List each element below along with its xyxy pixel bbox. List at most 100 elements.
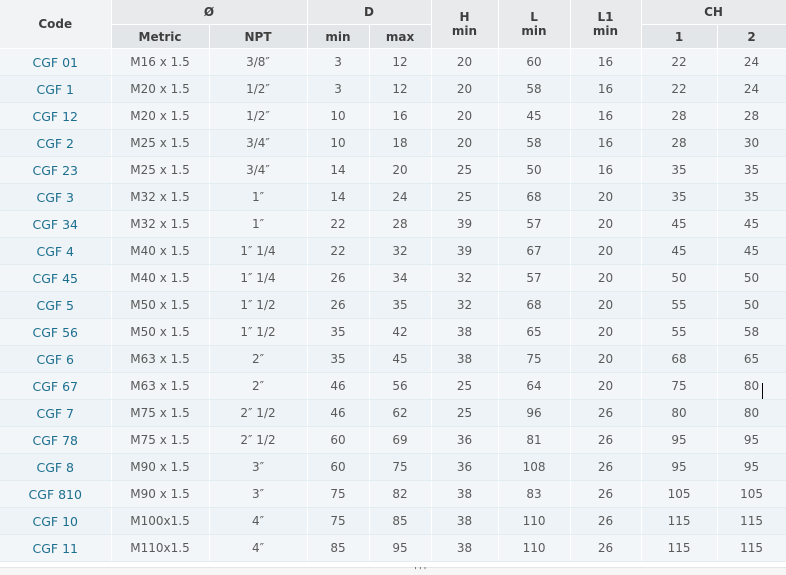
cell-d-max: 75 — [369, 453, 432, 481]
cell-l-min: 45 — [498, 102, 571, 130]
table-row: CGF 5 M50 x 1.5 1″ 1/2 26 35 32 68 20 55 50 — [0, 291, 786, 319]
cell-l1-min: 20 — [570, 291, 642, 319]
cell-ch-1: 55 — [641, 291, 718, 319]
cell-ch-1: 115 — [641, 534, 718, 562]
table-row: CGF 34 M32 x 1.5 1″ 22 28 39 57 20 45 45 — [0, 210, 786, 238]
cell-d-min: 10 — [307, 129, 370, 157]
cell-d-min: 75 — [307, 507, 370, 535]
table-row: CGF 3 M32 x 1.5 1″ 14 24 25 68 20 35 35 — [0, 183, 786, 211]
cell-d-min: 46 — [307, 372, 370, 400]
cell-l-min: 58 — [498, 75, 571, 103]
cell-l1-min: 20 — [570, 237, 642, 265]
cell-metric: M25 x 1.5 — [111, 129, 210, 157]
table-row: CGF 12 M20 x 1.5 1/2″ 10 16 20 45 16 28 28 — [0, 102, 786, 130]
col-diameter-header: Ø — [111, 0, 308, 25]
cell-l1-min: 20 — [570, 210, 642, 238]
col-ch1-header: 1 — [641, 24, 718, 49]
table-row: CGF 56 M50 x 1.5 1″ 1/2 35 42 38 65 20 55 58 — [0, 318, 786, 346]
cell-h-min: 39 — [431, 237, 499, 265]
cell-h-min: 25 — [431, 399, 499, 427]
cell-ch-1: 22 — [641, 75, 718, 103]
cell-metric: M63 x 1.5 — [111, 372, 210, 400]
cell-code: CGF 4 — [0, 237, 112, 265]
cell-l1-min: 16 — [570, 75, 642, 103]
cell-l-min: 64 — [498, 372, 571, 400]
cell-l-min: 96 — [498, 399, 571, 427]
cell-ch-2: 115 — [717, 534, 786, 562]
cell-h-min: 25 — [431, 156, 499, 184]
col-l-header: L min — [498, 0, 571, 49]
cell-npt: 2″ — [209, 345, 308, 373]
cell-metric: M25 x 1.5 — [111, 156, 210, 184]
table-row: CGF 10 M100x1.5 4″ 75 85 38 110 26 115 115 — [0, 507, 786, 535]
cell-h-min: 39 — [431, 210, 499, 238]
cell-ch-1: 28 — [641, 129, 718, 157]
cell-h-min: 32 — [431, 264, 499, 292]
cell-l1-min: 16 — [570, 48, 642, 76]
cell-metric: M20 x 1.5 — [111, 102, 210, 130]
cell-npt: 2″ 1/2 — [209, 399, 308, 427]
cell-ch-2: 28 — [717, 102, 786, 130]
cell-d-max: 95 — [369, 534, 432, 562]
cell-d-min: 85 — [307, 534, 370, 562]
cell-ch-1: 55 — [641, 318, 718, 346]
cell-code: CGF 01 — [0, 48, 112, 76]
cell-code: CGF 12 — [0, 102, 112, 130]
cell-d-min: 26 — [307, 291, 370, 319]
cell-ch-1: 75 — [641, 372, 718, 400]
cell-ch-2: 58 — [717, 318, 786, 346]
cell-npt: 1″ — [209, 210, 308, 238]
cell-code: CGF 1 — [0, 75, 112, 103]
cell-d-max: 82 — [369, 480, 432, 508]
table-body: CGF 01 M16 x 1.5 3/8″ 3 12 20 60 16 22 24 CGF 1 M20… — [0, 48, 786, 562]
cell-l1-min: 16 — [570, 156, 642, 184]
cell-l-min: 58 — [498, 129, 571, 157]
cell-npt: 3″ — [209, 480, 308, 508]
cell-ch-1: 105 — [641, 480, 718, 508]
cell-h-min: 32 — [431, 291, 499, 319]
cell-d-min: 35 — [307, 345, 370, 373]
col-l1-label: L1 — [597, 10, 614, 24]
cell-ch-2: 24 — [717, 48, 786, 76]
cell-ch-2: 115 — [717, 507, 786, 535]
cell-npt: 1″ — [209, 183, 308, 211]
resize-grip[interactable]: ''' — [413, 566, 428, 575]
cell-code: CGF 11 — [0, 534, 112, 562]
cell-d-max: 85 — [369, 507, 432, 535]
cell-d-max: 28 — [369, 210, 432, 238]
cell-ch-2: 80 — [717, 399, 786, 427]
cell-d-max: 32 — [369, 237, 432, 265]
cell-ch-2: 30 — [717, 129, 786, 157]
cell-npt: 3/4″ — [209, 129, 308, 157]
cell-npt: 3″ — [209, 453, 308, 481]
cell-code: CGF 7 — [0, 399, 112, 427]
cell-l-min: 110 — [498, 507, 571, 535]
cell-d-max: 20 — [369, 156, 432, 184]
spec-table: Code Ø D H min L min L1 min CH Metric — [0, 0, 786, 562]
cell-metric: M100x1.5 — [111, 507, 210, 535]
table-row: CGF 8 M90 x 1.5 3″ 60 75 36 108 26 95 95 — [0, 453, 786, 481]
cell-code: CGF 8 — [0, 453, 112, 481]
cell-code: CGF 3 — [0, 183, 112, 211]
cell-d-min: 75 — [307, 480, 370, 508]
cell-l1-min: 26 — [570, 399, 642, 427]
cell-h-min: 25 — [431, 183, 499, 211]
cell-metric: M32 x 1.5 — [111, 183, 210, 211]
cell-l1-min: 26 — [570, 507, 642, 535]
cell-ch-2: 50 — [717, 264, 786, 292]
cell-metric: M32 x 1.5 — [111, 210, 210, 238]
table-row: CGF 2 M25 x 1.5 3/4″ 10 18 20 58 16 28 30 — [0, 129, 786, 157]
cell-d-max: 45 — [369, 345, 432, 373]
col-code-header: Code — [0, 0, 112, 49]
cell-metric: M75 x 1.5 — [111, 399, 210, 427]
table-row: CGF 67 M63 x 1.5 2″ 46 56 25 64 20 75 80 — [0, 372, 786, 400]
table-row: CGF 78 M75 x 1.5 2″ 1/2 60 69 36 81 26 95 95 — [0, 426, 786, 454]
table-row: CGF 45 M40 x 1.5 1″ 1/4 26 34 32 57 20 50 50 — [0, 264, 786, 292]
cell-ch-1: 95 — [641, 426, 718, 454]
cell-l-min: 83 — [498, 480, 571, 508]
cell-d-min: 26 — [307, 264, 370, 292]
cell-metric: M16 x 1.5 — [111, 48, 210, 76]
col-d-header: D — [307, 0, 432, 25]
cell-ch-2: 65 — [717, 345, 786, 373]
cell-metric: M50 x 1.5 — [111, 318, 210, 346]
